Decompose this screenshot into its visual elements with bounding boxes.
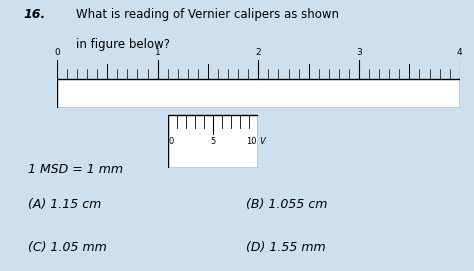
Text: 10: 10 bbox=[246, 137, 256, 146]
Text: 2: 2 bbox=[255, 48, 261, 57]
Text: 3: 3 bbox=[356, 48, 362, 57]
Text: 1: 1 bbox=[155, 48, 161, 57]
Text: What is reading of Vernier calipers as shown: What is reading of Vernier calipers as s… bbox=[76, 8, 339, 21]
Text: 0: 0 bbox=[54, 48, 60, 57]
Text: (C) 1.05 mm: (C) 1.05 mm bbox=[28, 241, 107, 254]
Text: 5: 5 bbox=[210, 137, 216, 146]
Bar bbox=[168, 115, 258, 168]
Bar bbox=[57, 79, 460, 108]
Text: V: V bbox=[259, 137, 265, 146]
Text: 0: 0 bbox=[169, 137, 174, 146]
Text: in figure below?: in figure below? bbox=[76, 38, 170, 51]
Text: (A) 1.15 cm: (A) 1.15 cm bbox=[28, 198, 102, 211]
Text: (B) 1.055 cm: (B) 1.055 cm bbox=[246, 198, 328, 211]
Text: 4: 4 bbox=[457, 48, 463, 57]
Text: 16.: 16. bbox=[24, 8, 46, 21]
Text: 1 MSD = 1 mm: 1 MSD = 1 mm bbox=[28, 163, 123, 176]
Text: (D) 1.55 mm: (D) 1.55 mm bbox=[246, 241, 326, 254]
